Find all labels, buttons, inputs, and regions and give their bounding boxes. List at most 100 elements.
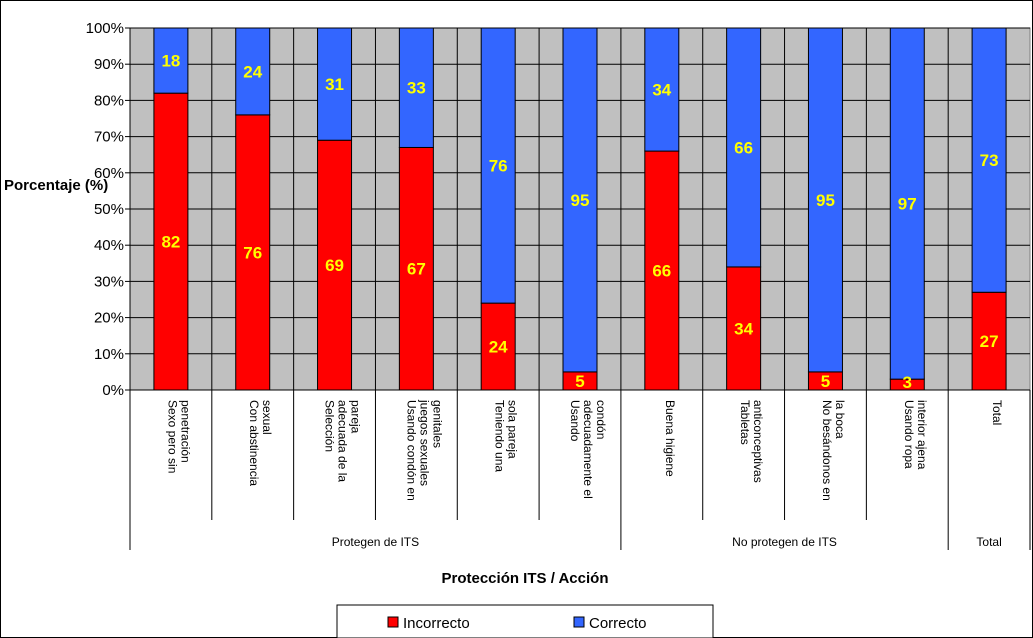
category-label-line: genitales <box>430 400 444 448</box>
y-tick-label: 100% <box>86 20 124 37</box>
bar-segment-correcto <box>644 27 680 152</box>
category-label: Usandoadecuadamente elcondón <box>568 400 608 499</box>
legend: Incorrecto Correcto <box>336 604 714 638</box>
data-label: 66 <box>734 138 753 157</box>
data-label: 34 <box>734 319 753 338</box>
group-label: Protegen de ITS <box>332 535 419 549</box>
category-label: Tabletasanticonceptivas <box>738 400 765 483</box>
y-tick-label: 70% <box>94 129 124 146</box>
category-label: Buena higiene <box>663 400 677 477</box>
category-label-line: adecuadamente el <box>581 400 595 499</box>
data-label: 97 <box>898 195 917 214</box>
category-label-line: anticonceptivas <box>751 400 765 483</box>
data-label: 82 <box>161 233 180 252</box>
y-tick-label: 20% <box>94 310 124 327</box>
category-label-line: sexual <box>260 400 274 435</box>
category-label-line: juegos sexuales <box>417 399 431 486</box>
data-label: 5 <box>821 372 830 391</box>
bar-segment-correcto <box>480 27 516 304</box>
category-label-text: Tabletasanticonceptivas <box>738 400 765 483</box>
legend-swatch-correcto <box>573 616 585 628</box>
axes: 0% 10% 20% 30% 40% 50% 60% 70% 80% 90% 100% <box>86 20 1030 399</box>
category-label: Con abstinenciasexual <box>247 400 274 486</box>
category-label-line: Sexo pero sin <box>165 400 179 473</box>
category-label-line: Usando ropa <box>902 400 916 469</box>
bar-segment-correcto <box>562 27 598 373</box>
category-label-text: No besándonos enla boca <box>820 400 847 501</box>
bar-segment-correcto <box>971 27 1007 293</box>
y-tick-label: 30% <box>94 273 124 290</box>
category-label-text: Teniendo unasola pareja <box>493 400 520 472</box>
data-label: 66 <box>652 262 671 281</box>
data-label: 73 <box>980 151 999 170</box>
category-label-text: Con abstinenciasexual <box>247 400 274 486</box>
data-label: 95 <box>816 191 835 210</box>
category-label-line: adecuada de la <box>336 400 350 482</box>
category-labels: Sexo pero sinpenetración Con abstinencias… <box>129 390 1031 550</box>
y-tick-label: 0% <box>102 382 124 399</box>
category-label-line: interior ajena <box>915 400 929 470</box>
category-label: Selecciónadecuada de lapareja <box>323 400 363 482</box>
category-label-line: Total <box>990 400 1004 425</box>
data-label: 34 <box>652 81 671 100</box>
category-label-line: condón <box>594 400 608 439</box>
y-tick-label: 10% <box>94 346 124 363</box>
category-label-line: Selección <box>323 400 337 452</box>
category-label-line: Tabletas <box>738 400 752 445</box>
data-label: 67 <box>407 260 426 279</box>
category-label-text: Sexo pero sinpenetración <box>165 400 192 473</box>
y-tick-label: 40% <box>94 237 124 254</box>
category-label-text: Total <box>990 400 1004 425</box>
category-label-line: la boca <box>833 400 847 439</box>
category-label-text: Usando condón enjuegos sexualesgenitales <box>404 399 444 501</box>
y-axis-title: Porcentaje (%) <box>4 177 108 194</box>
category-label: Usando ropainterior ajena <box>902 400 929 470</box>
category-label-text: Buena higiene <box>663 400 677 477</box>
data-label: 18 <box>161 52 180 71</box>
data-label: 69 <box>325 256 344 275</box>
y-tick-label: 90% <box>94 56 124 73</box>
bar-segment-incorrecto <box>726 266 762 391</box>
bars <box>153 27 1007 391</box>
category-label-text: Selecciónadecuada de lapareja <box>323 400 363 482</box>
category-label-line: Usando <box>568 400 582 442</box>
category-label-line: pareja <box>349 400 363 434</box>
data-labels: 82 18 76 24 69 31 67 33 24 76 5 95 66 34 34 66 5 95 3 97 27 7… <box>161 52 998 392</box>
category-label-line: sola pareja <box>506 400 520 459</box>
data-label: 95 <box>571 191 590 210</box>
data-label: 24 <box>489 338 508 357</box>
bar-segment-incorrecto <box>398 146 434 391</box>
bar-segment-correcto <box>317 27 353 141</box>
group-label: No protegen de ITS <box>732 535 837 549</box>
legend-swatch-incorrecto <box>387 616 399 628</box>
legend-box <box>336 604 714 638</box>
data-label: 24 <box>243 62 262 81</box>
category-label: Usando condón enjuegos sexualesgenitales <box>404 399 444 501</box>
bar-segment-correcto <box>235 27 271 116</box>
category-label-line: Con abstinencia <box>247 400 261 486</box>
bar-segment-incorrecto <box>235 114 271 391</box>
category-label-line: Usando condón en <box>404 400 418 501</box>
data-label: 27 <box>980 332 999 351</box>
data-label: 3 <box>903 373 912 392</box>
category-label-text: Usando ropainterior ajena <box>902 400 929 470</box>
group-label: Total <box>976 535 1001 549</box>
y-tick-label: 60% <box>94 165 124 182</box>
data-label: 76 <box>489 157 508 176</box>
data-label: 33 <box>407 79 426 98</box>
legend-label-correcto: Correcto <box>589 615 647 632</box>
bar-segment-correcto <box>889 27 925 380</box>
category-label: Sexo pero sinpenetración <box>165 400 192 473</box>
bar-segment-correcto <box>398 27 434 148</box>
data-label: 76 <box>243 243 262 262</box>
category-label-text: Usandoadecuadamente elcondón <box>568 400 608 499</box>
legend-label-incorrecto: Incorrecto <box>403 615 470 632</box>
y-tick-label: 80% <box>94 92 124 109</box>
x-axis-title: Protección ITS / Acción <box>442 570 609 587</box>
category-label-line: Buena higiene <box>663 400 677 477</box>
category-label: No besándonos enla boca <box>820 400 847 501</box>
data-label: 5 <box>575 372 584 391</box>
category-label-line: Teniendo una <box>493 400 507 472</box>
